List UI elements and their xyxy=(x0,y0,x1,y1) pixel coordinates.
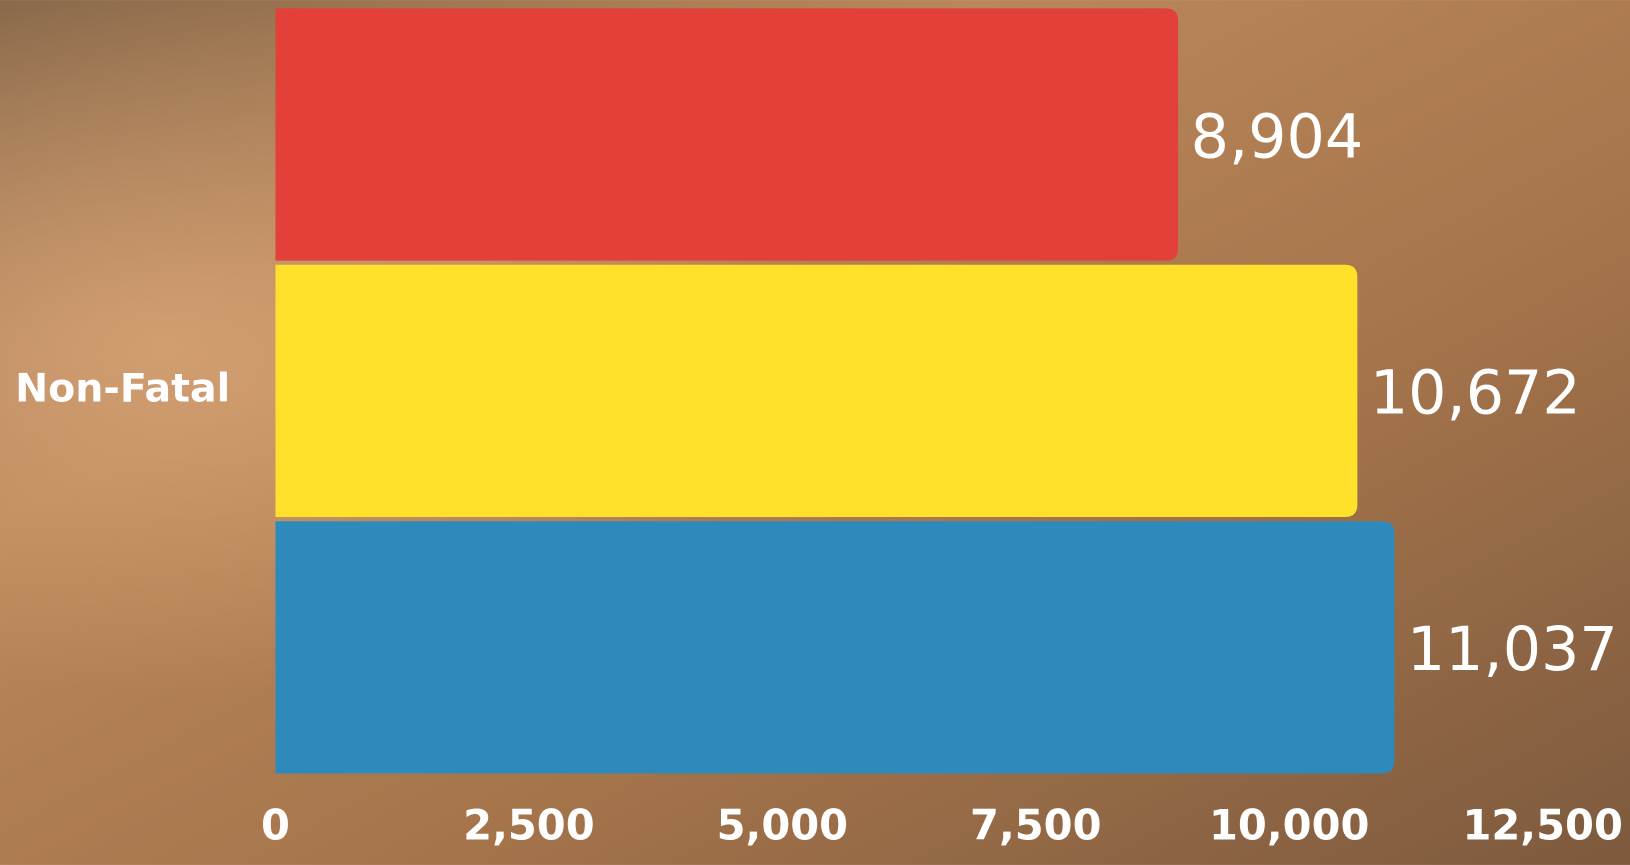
x-tick-label: 2,500 xyxy=(463,801,595,850)
x-tick-label: 0 xyxy=(261,801,290,850)
x-tick-label: 12,500 xyxy=(1462,801,1622,850)
category-label: Non-Fatal xyxy=(15,365,230,411)
value-label: 8,904 xyxy=(1191,102,1364,172)
bar xyxy=(275,521,1395,774)
x-tick-label: 7,500 xyxy=(970,801,1102,850)
value-label: 10,672 xyxy=(1370,359,1581,429)
value-label: 11,037 xyxy=(1407,615,1618,685)
bar xyxy=(275,8,1179,261)
bar xyxy=(275,264,1358,518)
x-tick-label: 5,000 xyxy=(717,801,849,850)
x-tick-label: 10,000 xyxy=(1209,801,1369,850)
